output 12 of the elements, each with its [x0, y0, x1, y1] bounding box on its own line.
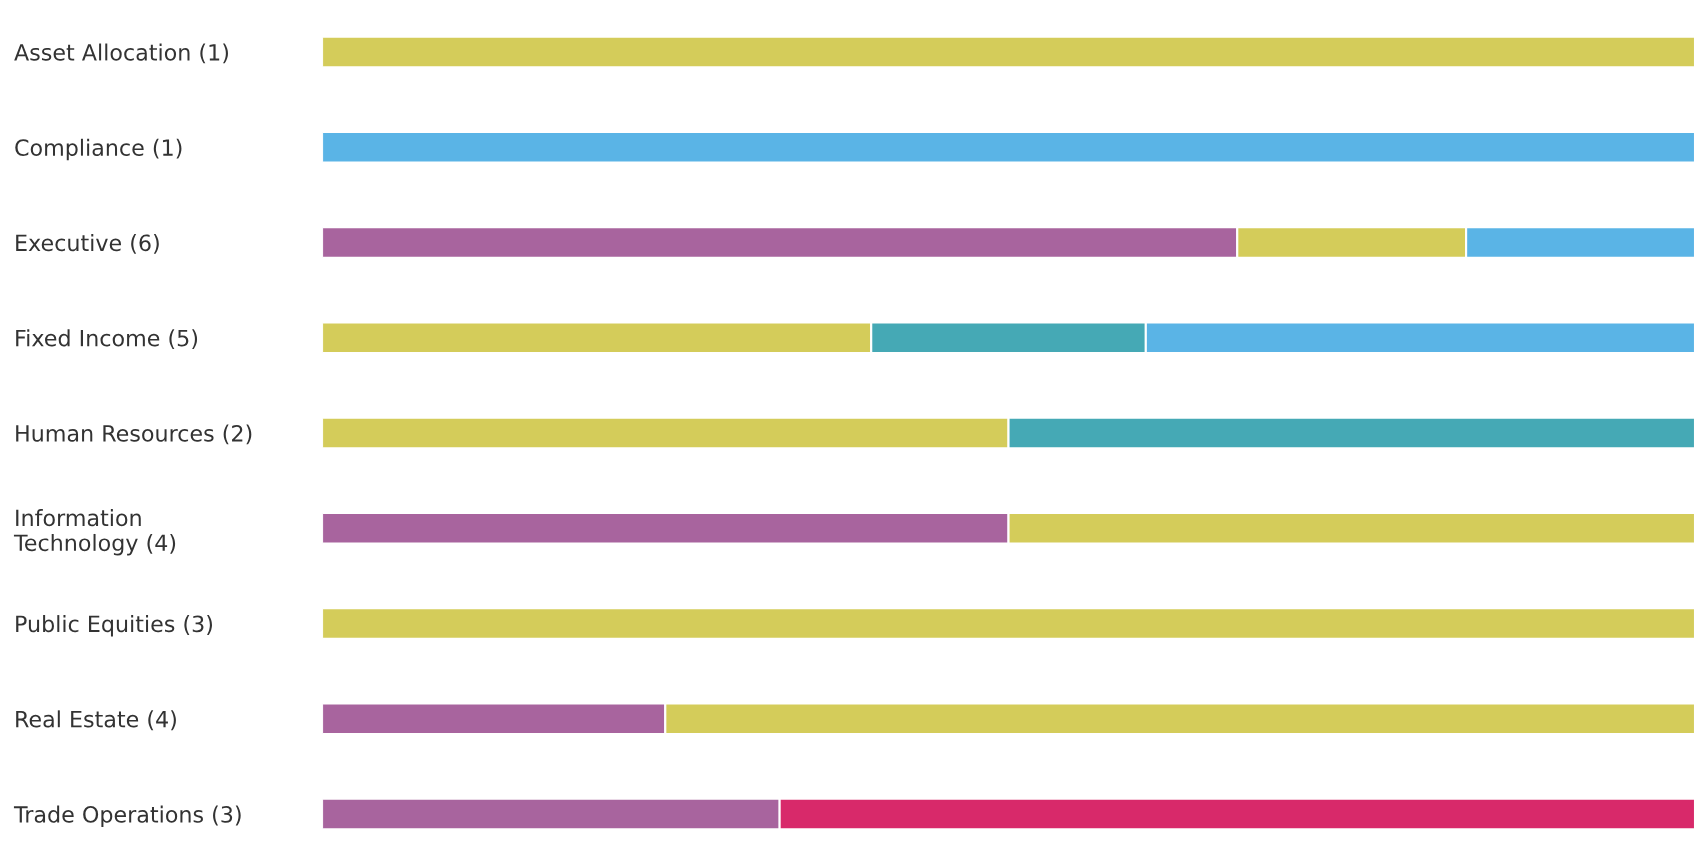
- y-tick-label: Public Equities (3): [16, 615, 213, 637]
- y-tick-label: Information Technology (4): [13, 509, 176, 556]
- y-tick-label: Real Estate (4): [16, 710, 176, 731]
- y-tick-label: Executive (6): [16, 234, 159, 254]
- y-tick-label: Asset Allocation (1): [14, 43, 228, 64]
- y-tick-label: Trade Operations (3): [13, 805, 241, 828]
- y-tick-label: Human Resources (2): [16, 424, 252, 445]
- bar: [322, 607, 1695, 640]
- y-tick-label: Fixed Income (5): [16, 329, 198, 350]
- bar: [322, 130, 1695, 164]
- bar: [322, 35, 1695, 69]
- y-tick-label: Compliance (1): [15, 138, 182, 161]
